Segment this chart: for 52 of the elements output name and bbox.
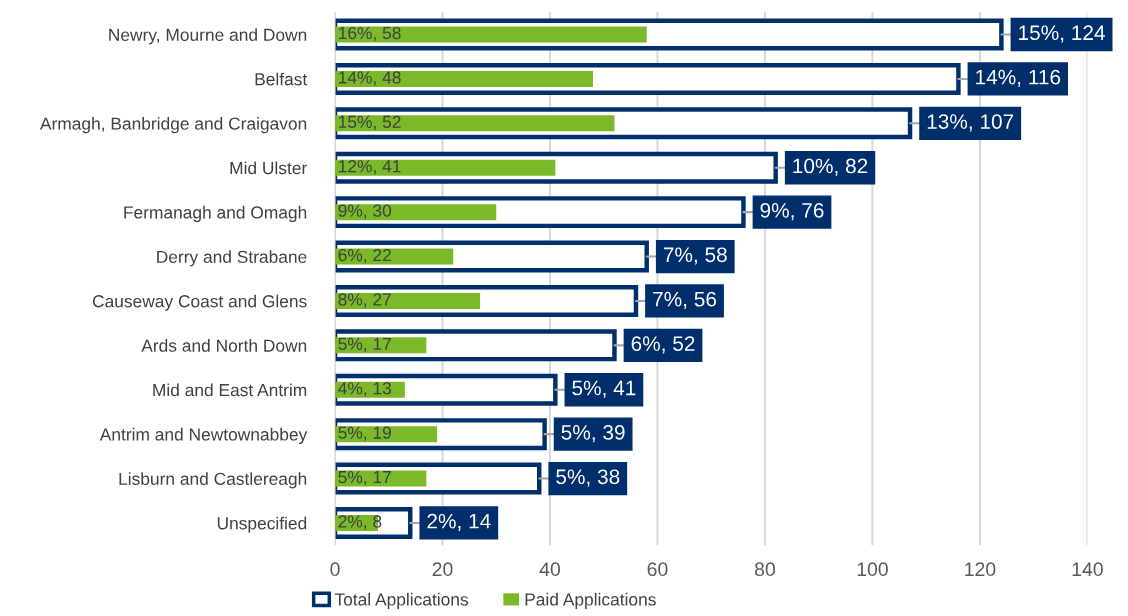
bar xyxy=(335,248,454,265)
data-label: 16%, 58 xyxy=(339,26,401,42)
y-tick-label: Unspecified xyxy=(217,516,307,533)
y-tick-label: Derry and Strabane xyxy=(157,250,307,267)
data-label: 14%, 48 xyxy=(339,71,401,86)
x-tick-label: 100 xyxy=(857,562,888,577)
x-tick-label: 40 xyxy=(539,562,561,577)
data-label: 5%, 17 xyxy=(338,471,391,486)
bar xyxy=(335,204,497,221)
x-tick-label: 60 xyxy=(647,562,668,577)
data-label: 15%, 124 xyxy=(1019,25,1105,43)
data-label: 5%, 41 xyxy=(572,380,636,398)
data-label: 5%, 17 xyxy=(338,337,391,353)
bar xyxy=(335,70,593,87)
data-label: 5%, 38 xyxy=(556,469,620,487)
data-label: 14%, 116 xyxy=(976,69,1061,87)
x-tick-label: 80 xyxy=(754,562,775,577)
x-tick-label: 20 xyxy=(432,562,453,577)
data-label: 2%, 14 xyxy=(427,513,491,532)
y-tick-label: Belfast xyxy=(255,72,308,86)
data-label: 4%, 13 xyxy=(338,382,391,397)
bar xyxy=(335,159,556,176)
data-label: 15%, 52 xyxy=(339,115,401,131)
data-label: 9%, 30 xyxy=(338,204,392,219)
legend-label: Total Applications xyxy=(334,592,469,610)
data-label: 6%, 52 xyxy=(631,336,695,354)
data-label: 8%, 27 xyxy=(338,293,391,308)
legend-label: Paid Applications xyxy=(525,592,656,610)
y-tick-label: Ards and North Down xyxy=(141,339,307,352)
data-label: 6%, 22 xyxy=(338,248,391,264)
y-tick-label: Causeway Coast and Glens xyxy=(92,294,307,311)
data-label: 7%, 58 xyxy=(663,247,727,265)
bar xyxy=(335,26,647,43)
x-tick-label: 140 xyxy=(1072,562,1103,577)
y-tick-label: Fermanagh and Omagh xyxy=(124,205,307,223)
bar xyxy=(335,115,615,132)
y-tick-label: Newry, Mourne and Down xyxy=(109,28,307,45)
y-tick-label: Mid and East Antrim xyxy=(153,383,307,397)
x-tick-label: 0 xyxy=(330,562,340,577)
y-tick-label: Mid Ulster xyxy=(230,161,307,175)
data-label: 13%, 107 xyxy=(927,114,1014,132)
y-tick-label: Armagh, Banbridge and Craigavon xyxy=(39,117,307,134)
data-label: 12%, 41 xyxy=(339,160,401,175)
y-tick-label: Lisburn and Castlereagh xyxy=(119,472,307,489)
x-tick-label: 120 xyxy=(965,562,996,577)
y-tick-label: Antrim and Newtownabbey xyxy=(99,427,308,445)
data-label: 7%, 56 xyxy=(653,291,717,309)
data-label: 10%, 82 xyxy=(793,158,868,176)
bar xyxy=(335,292,481,309)
data-label: 9%, 76 xyxy=(760,202,824,221)
data-label: 5%, 39 xyxy=(561,424,625,443)
data-label: 5%, 19 xyxy=(338,426,391,441)
